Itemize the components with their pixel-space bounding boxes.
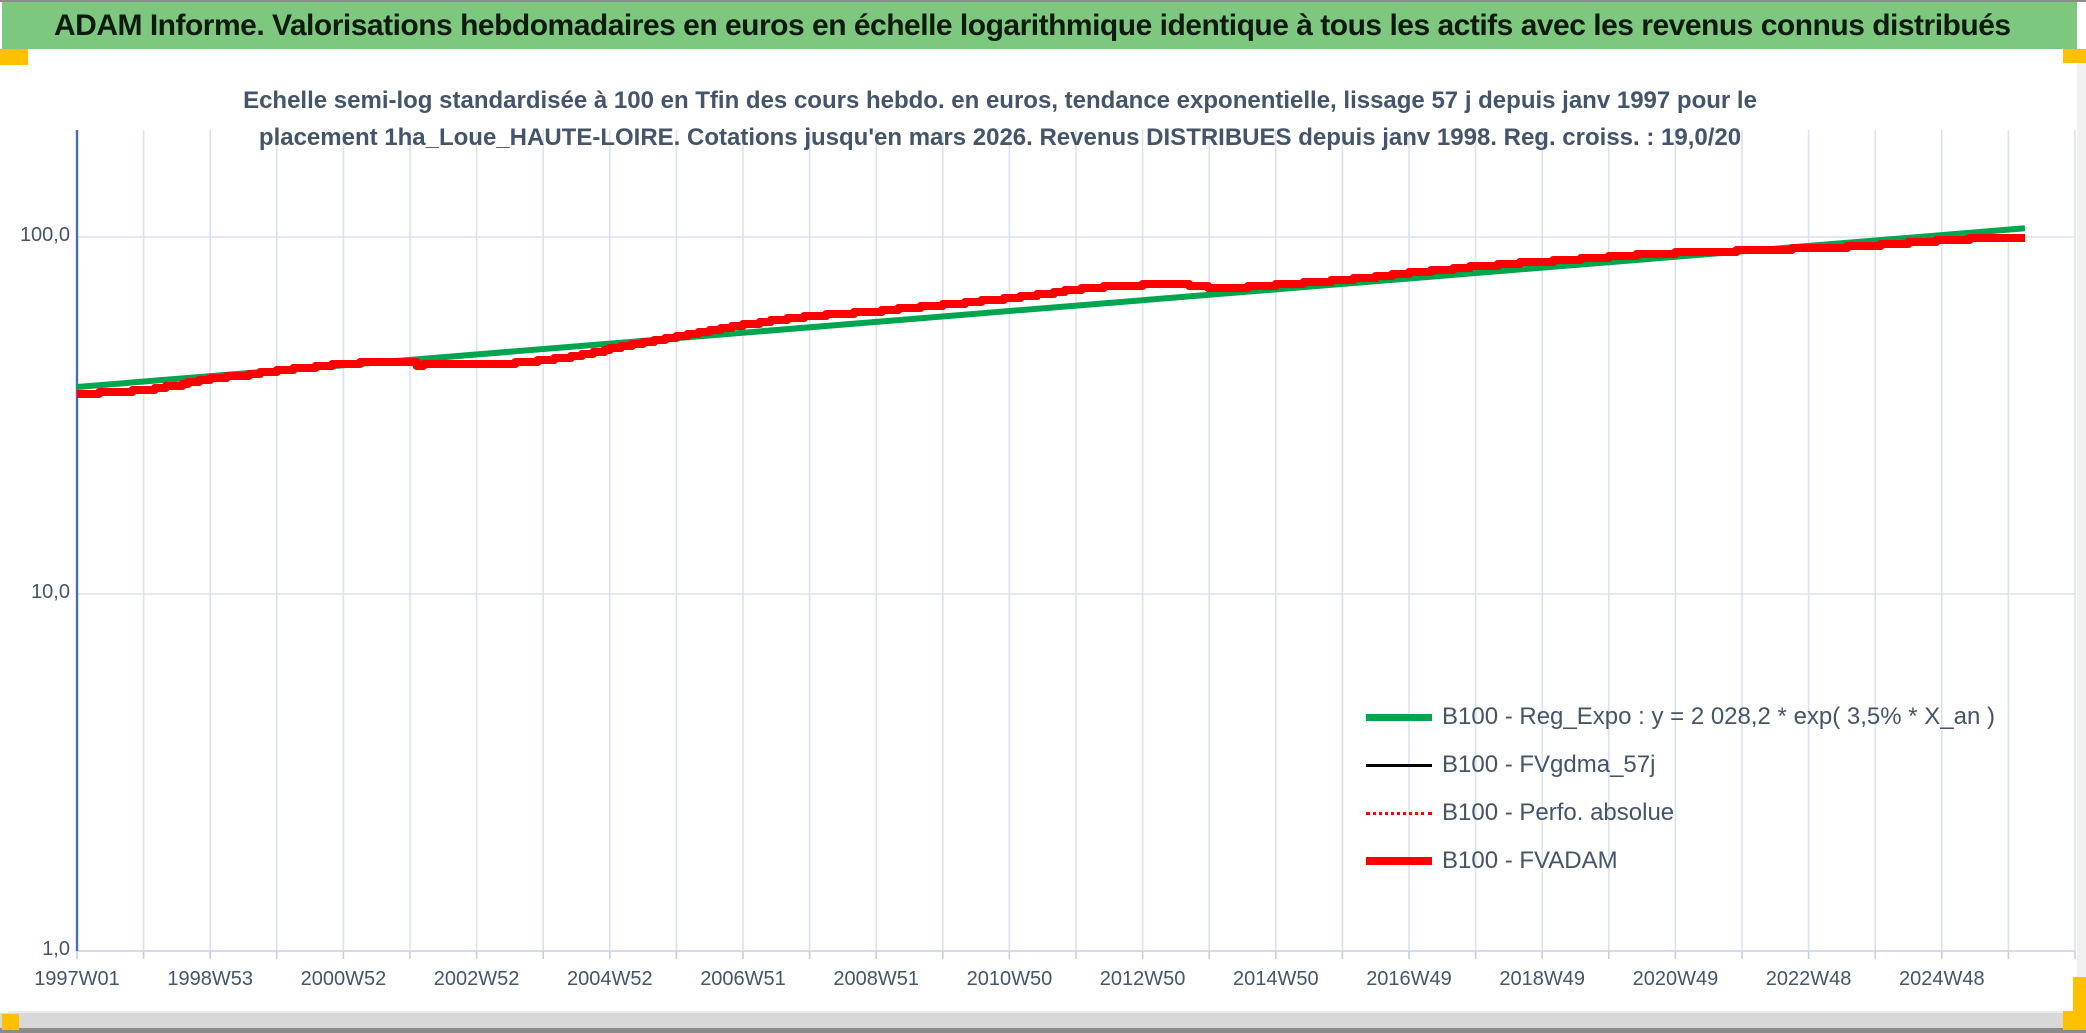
legend-item-perfo-absolue: B100 - Perfo. absolue [1366,796,1674,830]
series-solid [77,234,2025,398]
legend-label: B100 - FVgdma_57j [1442,751,1656,778]
x-axis-label: 2010W50 [966,968,1053,990]
legend-item-reg-expo: B100 - Reg_Expo : y = 2 028,2 * exp( 3,5… [1366,700,1995,734]
right-rail-marker [2073,977,2086,1013]
legend-swatch-red-line-icon [1366,857,1432,865]
banner-title: ADAM Informe. Valorisations hebdomadaire… [54,8,2011,42]
right-rail [2077,63,2086,977]
legend-item-fvadam: B100 - FVADAM [1366,844,1618,878]
x-axis-label: 2000W52 [300,968,387,990]
x-axis-label: 2016W49 [1366,968,1452,990]
legend-item-fvgdma: B100 - FVgdma_57j [1366,748,1655,782]
x-axis-label: 1998W53 [167,968,253,990]
legend-swatch-green-line-icon [1366,713,1432,721]
bottom-divider [8,1011,2078,1013]
corner-marker-bottom-left [2,1014,19,1030]
x-axis-label: 1997W01 [34,968,120,990]
x-axis-label: 2020W49 [1632,968,1719,990]
x-axis-label: 2004W52 [566,968,653,990]
chart-title: Echelle semi-log standardisée à 100 en T… [100,82,1900,156]
window-top-border [0,0,2086,2]
x-axis-label: 2014W50 [1232,968,1319,990]
banner: ADAM Informe. Valorisations hebdomadaire… [2,2,2077,49]
bottom-strip [0,1013,2086,1028]
legend-swatch-black-line-icon [1366,763,1432,767]
series-solid [77,236,2025,396]
y-axis-label: 1,0 [42,938,70,960]
x-axis-label: 2018W49 [1499,968,1585,990]
x-axis-label: 2012W50 [1099,968,1186,990]
series-dotted [77,236,2025,396]
x-axis-label: 2002W52 [433,968,520,990]
corner-marker-top-right [2063,49,2086,63]
legend-label: B100 - Reg_Expo : y = 2 028,2 * exp( 3,5… [1442,703,1996,730]
x-axis-label: 2008W51 [833,968,919,990]
y-axis-label: 10,0 [31,581,70,603]
corner-marker-top-left [0,49,28,65]
chart-title-line2: placement 1ha_Loue_HAUTE-LOIRE. Cotation… [258,124,1742,151]
chart-title-line1: Echelle semi-log standardisée à 100 en T… [243,87,1757,114]
x-axis-label: 2022W48 [1765,968,1852,990]
legend-label: B100 - FVADAM [1442,847,1618,874]
x-axis-label: 2024W48 [1898,968,1985,990]
legend-label: B100 - Perfo. absolue [1442,799,1675,826]
y-axis-label: 100,0 [19,224,70,246]
legend-swatch-dotted-red-line-icon [1366,811,1432,815]
corner-marker-bottom-right [2063,1011,2086,1030]
bottom-dark-strip [0,1028,2086,1033]
x-axis-label: 2006W51 [700,968,786,990]
